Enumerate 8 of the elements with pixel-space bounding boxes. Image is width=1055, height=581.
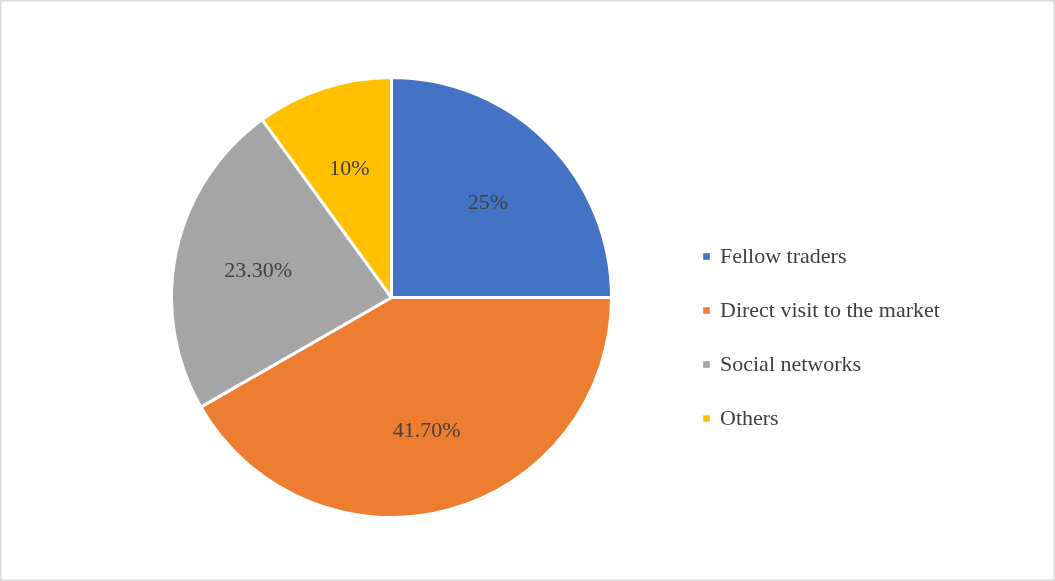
legend-label: Others (720, 405, 779, 431)
data-label: 23.30% (224, 256, 293, 282)
data-label: 25% (467, 188, 509, 214)
data-label: 41.70% (392, 416, 461, 442)
legend-label: Direct visit to the market (720, 297, 940, 323)
legend-label: Fellow traders (720, 243, 847, 269)
data-label: 10% (329, 155, 370, 181)
legend-label: Social networks (720, 351, 862, 377)
